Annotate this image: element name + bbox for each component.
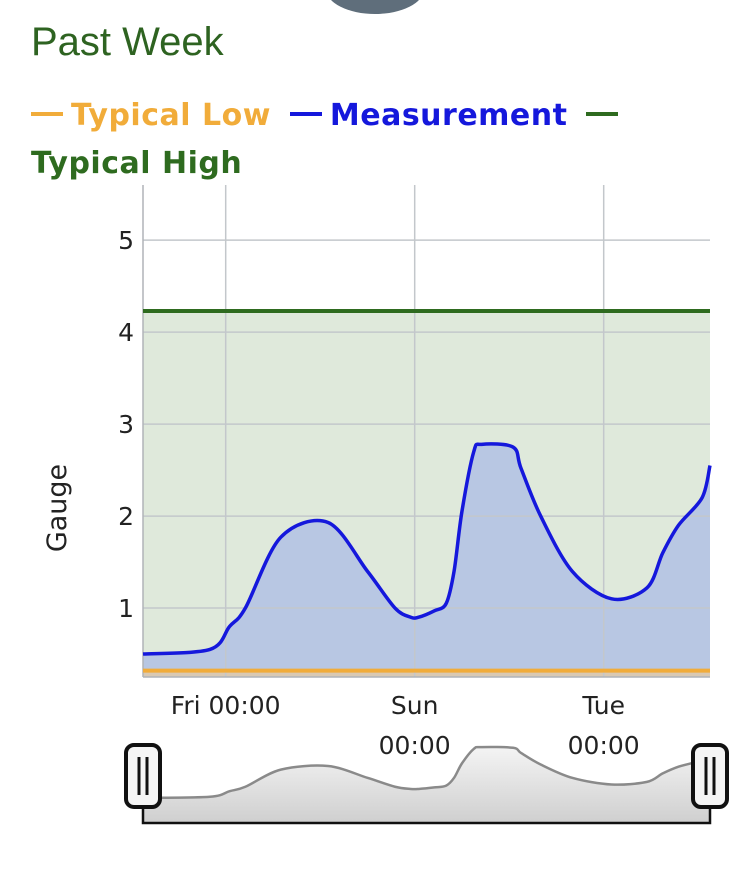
legend-label-low: Typical Low (71, 98, 271, 133)
range-navigator[interactable] (124, 743, 729, 825)
x-tick-label: 00:00 (379, 731, 451, 760)
left-range-handle[interactable] (124, 743, 162, 809)
x-tick-label: 00:00 (568, 731, 640, 760)
drag-handle-icon (124, 743, 162, 809)
x-tick-label: Sun (391, 691, 439, 720)
below-low-band (143, 670, 710, 677)
navigator-area (143, 747, 710, 823)
chart-legend: Typical Low Measurement Typical High (31, 92, 731, 188)
y-tick-label: 4 (118, 318, 134, 347)
navigator-frame (141, 809, 712, 825)
legend-swatch-high (586, 111, 619, 116)
drag-handle-icon (691, 743, 729, 809)
y-tick-label: 2 (118, 502, 134, 531)
y-axis-label: Gauge (42, 464, 73, 552)
legend-swatch-measurement (289, 111, 322, 116)
legend-item-high[interactable]: Typical High (31, 98, 626, 181)
y-tick-label: 3 (118, 410, 134, 439)
measurement-area (143, 443, 710, 671)
measurement-line (142, 442, 712, 656)
page-title: Past Week (31, 20, 224, 64)
top-drag-handle[interactable] (326, 0, 424, 14)
y-tick-label: 1 (118, 594, 134, 623)
y-tick-label: 5 (118, 226, 134, 255)
right-range-handle[interactable] (691, 743, 729, 809)
x-tick-label: Fri 00:00 (171, 691, 281, 720)
plot-area: 1 2 3 4 5 Fri 00:00 Sun 00:00 Tue 00:00 (118, 185, 712, 760)
navigator-line (142, 745, 711, 800)
x-tick-label: Tue (581, 691, 625, 720)
legend-item-low[interactable]: Typical Low (31, 98, 282, 133)
legend-label-high: Typical High (31, 146, 243, 181)
legend-item-measurement[interactable]: Measurement (289, 98, 579, 133)
legend-label-measurement: Measurement (329, 98, 568, 133)
legend-swatch-low (31, 111, 63, 116)
